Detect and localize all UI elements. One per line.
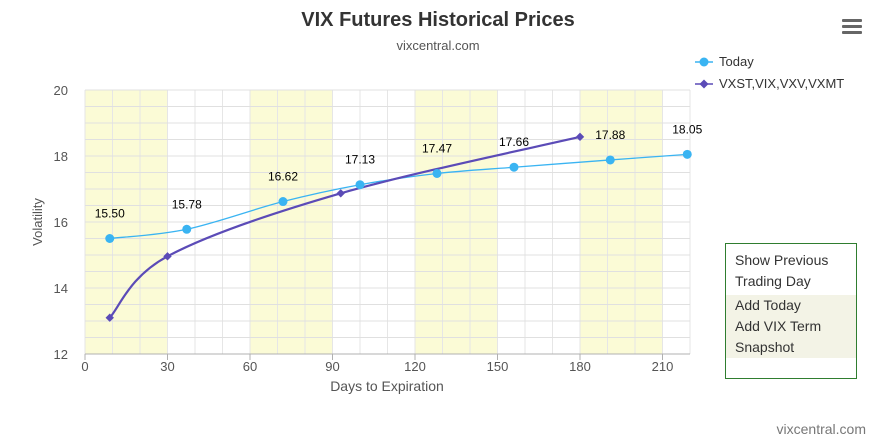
data-point	[432, 168, 442, 178]
y-tick-label: 14	[54, 281, 68, 296]
x-tick-label: 90	[325, 359, 339, 374]
data-point	[682, 149, 692, 159]
chart-options-menu: Show Previous Trading Day Add Today Add …	[725, 243, 857, 379]
series-lines	[108, 135, 688, 319]
legend-item-vix-term[interactable]: VXST,VIX,VXV,VXMT	[695, 74, 844, 96]
data-label: 15.78	[172, 197, 202, 211]
add-today-button[interactable]: Add Today	[726, 295, 856, 316]
grid-lines	[84, 89, 691, 355]
chart-title: VIX Futures Historical Prices	[301, 9, 575, 31]
series-points	[105, 132, 692, 322]
data-label: 16.62	[268, 170, 298, 184]
data-label: 17.66	[499, 135, 529, 149]
legend-label-today: Today	[719, 54, 754, 69]
x-axis-label: Days to Expiration	[330, 378, 444, 394]
chart-subtitle: vixcentral.com	[396, 38, 480, 53]
data-label: 17.47	[422, 141, 452, 155]
legend-item-today[interactable]: Today	[695, 52, 844, 74]
data-point	[182, 224, 192, 234]
legend: Today VXST,VIX,VXV,VXMT	[695, 52, 844, 96]
data-point	[105, 234, 115, 243]
data-label: 18.05	[672, 122, 702, 136]
x-tick-label: 0	[81, 359, 88, 374]
y-tick-label: 18	[54, 149, 68, 164]
x-axis-ticks: 0 30 60 90 120 150 180 210	[81, 354, 673, 374]
y-tick-label: 12	[54, 347, 68, 362]
data-point	[105, 313, 114, 322]
x-tick-label: 120	[404, 359, 426, 374]
data-labels: 15.50 15.78 16.62 17.13 17.47 17.66 17.88 18.05	[95, 122, 703, 220]
x-tick-label: 30	[160, 359, 174, 374]
y-axis-ticks: 12 14 16 18 20	[54, 83, 68, 362]
show-previous-trading-day-button[interactable]: Show Previous Trading Day	[735, 252, 829, 289]
credit-link[interactable]: vixcentral.com	[776, 421, 866, 437]
y-tick-label: 16	[54, 215, 68, 230]
data-point	[575, 132, 585, 142]
x-tick-label: 60	[243, 359, 257, 374]
y-axis-label: Volatility	[30, 198, 45, 246]
snapshot-button[interactable]: Snapshot	[726, 337, 856, 358]
data-point	[509, 162, 519, 172]
data-point	[278, 197, 288, 207]
x-tick-label: 180	[569, 359, 591, 374]
data-label: 15.50	[95, 207, 125, 221]
add-vix-term-button[interactable]: Add VIX Term	[726, 316, 856, 337]
data-label: 17.88	[595, 128, 625, 142]
series-line	[108, 135, 581, 319]
y-tick-label: 20	[54, 83, 68, 98]
data-point	[355, 180, 365, 190]
x-tick-label: 150	[487, 359, 509, 374]
data-point	[605, 155, 615, 165]
legend-label-vix-term: VXST,VIX,VXV,VXMT	[719, 76, 845, 91]
data-point	[163, 252, 172, 261]
hamburger-menu-icon[interactable]	[842, 19, 862, 36]
circle-marker-icon	[695, 57, 713, 67]
x-tick-label: 210	[652, 359, 674, 374]
data-label: 17.13	[345, 153, 375, 167]
data-point	[336, 189, 345, 198]
diamond-marker-icon	[695, 79, 713, 89]
